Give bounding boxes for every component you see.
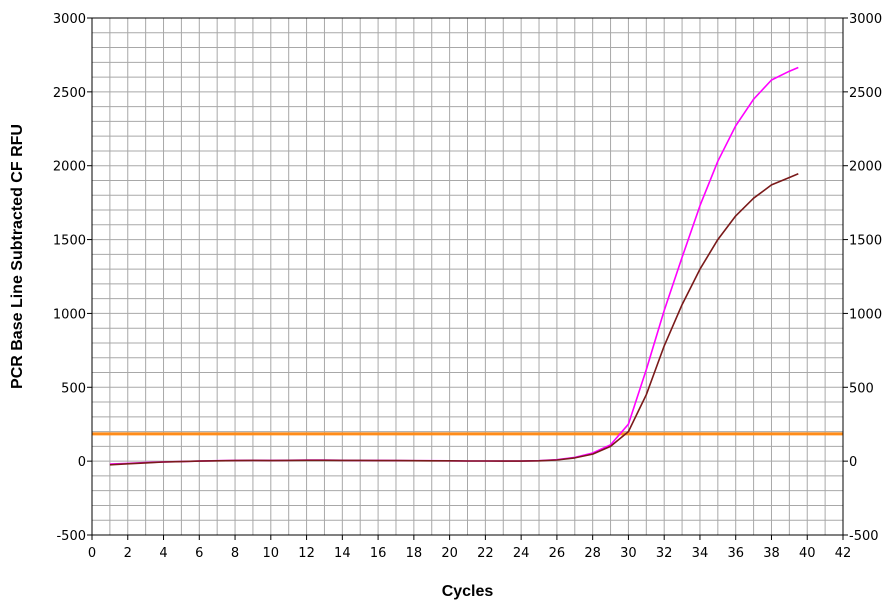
y-tick-label-left: 2500: [53, 86, 86, 101]
plot-frame: [91, 17, 844, 536]
x-tick-label: 22: [477, 546, 494, 561]
y-tick-label-right: 1000: [849, 307, 882, 322]
x-tick-label: 12: [298, 546, 315, 561]
x-tick-label: 26: [549, 546, 566, 561]
x-tick-label: 42: [835, 546, 852, 561]
x-tick-label: 24: [513, 546, 530, 561]
series-line-1: [109, 66, 799, 465]
x-tick-label: 0: [88, 546, 96, 561]
tick-labels: 0 2 4 6 8 10 12 14 16 18 20 22 24 26 28 30 32 34 36 38 40 42-…: [53, 12, 882, 561]
y-tick-label-left: 3000: [53, 12, 86, 27]
y-tick-label-right: 0: [849, 455, 857, 470]
tick-marks: [87, 17, 848, 540]
x-tick-label: 8: [231, 546, 239, 561]
x-tick-label: 4: [159, 546, 167, 561]
x-tick-label: 38: [763, 546, 780, 561]
x-tick-label: 6: [195, 546, 203, 561]
y-tick-label-right: 2000: [849, 160, 882, 175]
x-tick-label: 14: [334, 546, 351, 561]
x-tick-label: 36: [727, 546, 744, 561]
y-tick-label-left: 2000: [53, 160, 86, 175]
y-tick-label-right: 2500: [849, 86, 882, 101]
y-axis-title: PCR Base Line Subtracted CF RFU: [9, 124, 26, 389]
x-tick-label: 30: [620, 546, 637, 561]
y-tick-label-right: 1500: [849, 234, 882, 249]
x-tick-label: 20: [441, 546, 458, 561]
x-tick-label: 10: [263, 546, 280, 561]
series-layer: [109, 66, 799, 466]
x-axis-title: Cycles: [442, 583, 494, 600]
x-tick-label: 32: [656, 546, 673, 561]
x-tick-label: 34: [692, 546, 709, 561]
y-tick-label-left: 500: [61, 381, 86, 396]
x-tick-label: 28: [584, 546, 601, 561]
grid: [91, 17, 844, 536]
plot-border: [91, 17, 844, 536]
y-tick-label-right: 500: [849, 381, 874, 396]
x-tick-label: 40: [799, 546, 816, 561]
y-tick-label-left: 0: [78, 455, 86, 470]
y-tick-label-left: 1500: [53, 234, 86, 249]
x-tick-label: 18: [406, 546, 423, 561]
y-tick-label-left: -500: [56, 529, 86, 544]
y-tick-label-left: 1000: [53, 307, 86, 322]
x-tick-label: 16: [370, 546, 387, 561]
series-line-2: [109, 173, 799, 466]
x-tick-label: 2: [124, 546, 132, 561]
y-tick-label-right: -500: [849, 529, 879, 544]
y-tick-label-right: 3000: [849, 12, 882, 27]
